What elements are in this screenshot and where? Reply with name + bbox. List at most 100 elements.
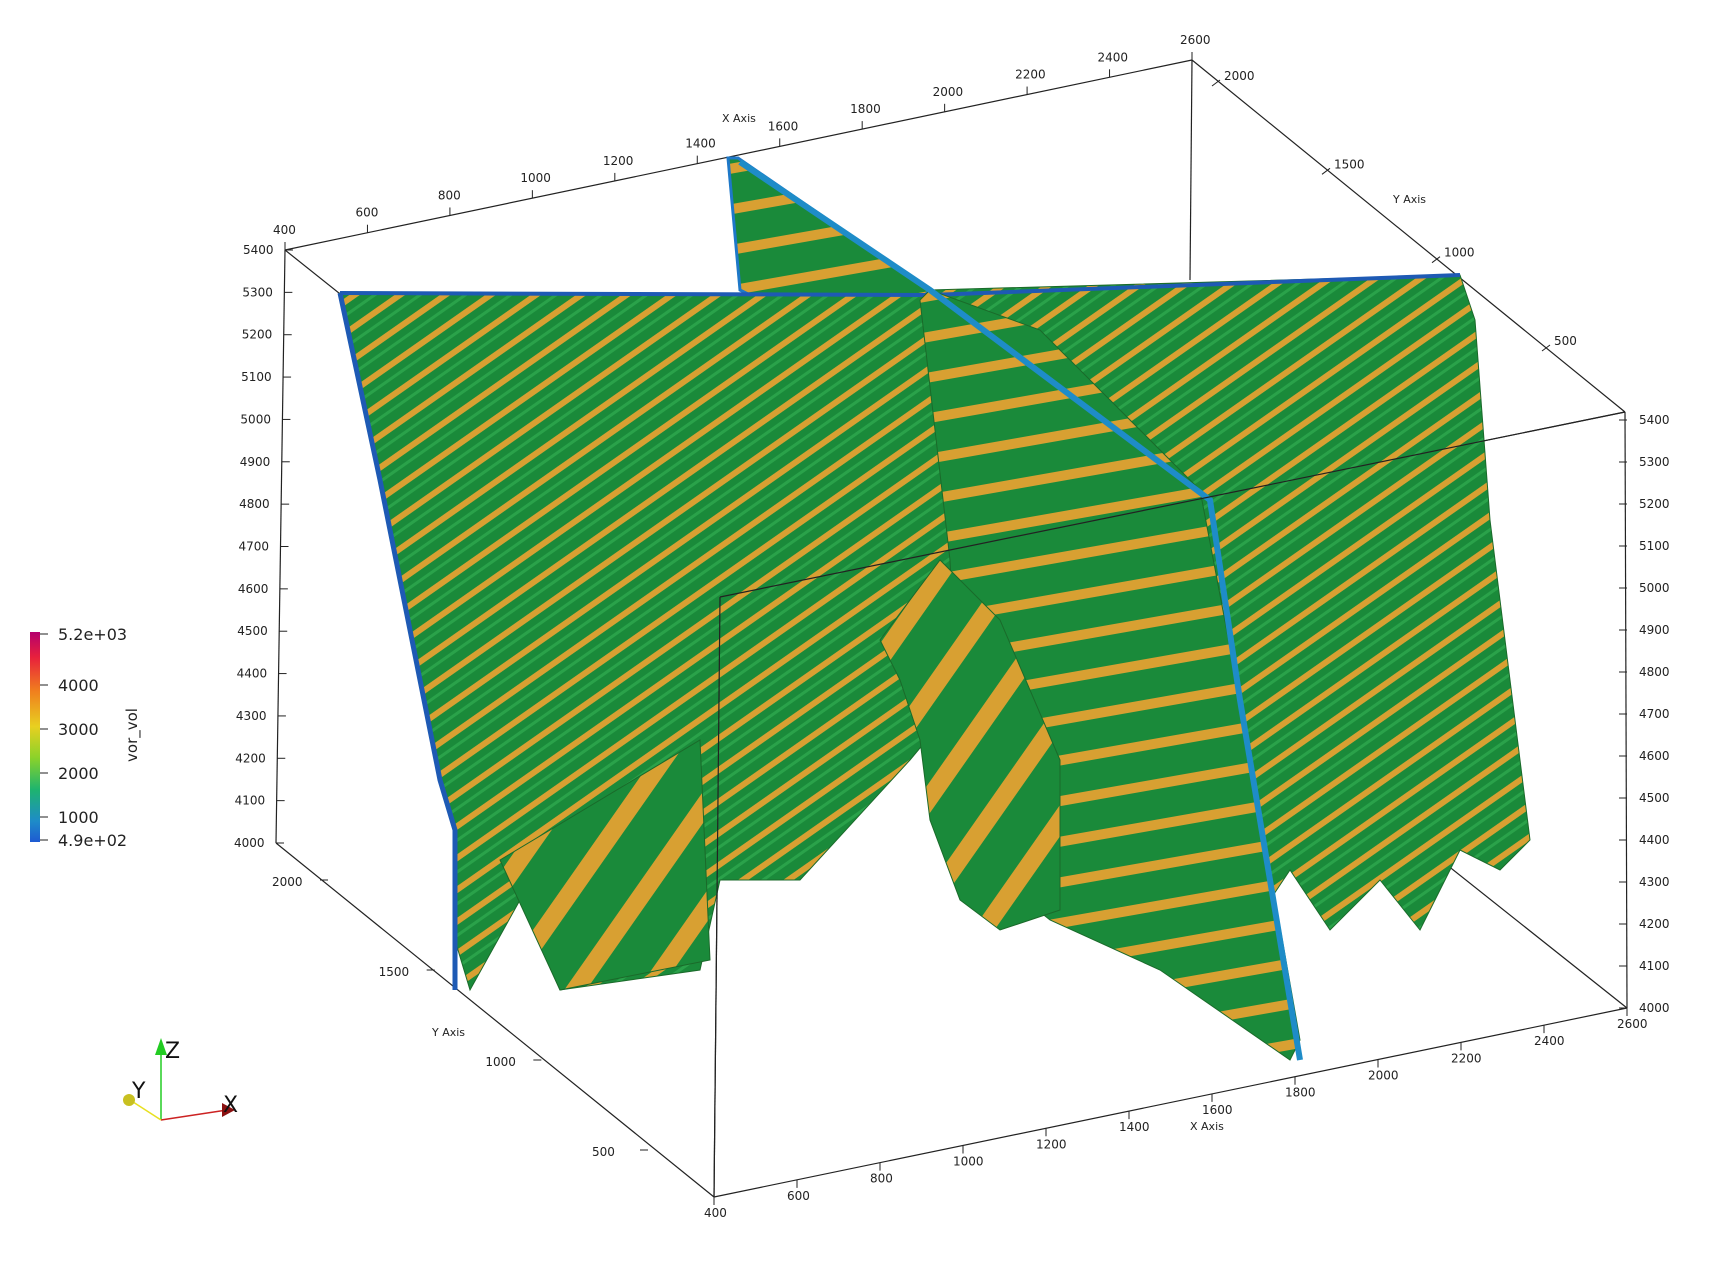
z-axis-left-tick-label: 4700	[239, 540, 270, 554]
orientation-z-arrow	[155, 1038, 167, 1055]
scalar-bar-max-label: 5.2e+03	[58, 625, 127, 644]
box-edge-bottom-left	[275, 842, 715, 1198]
x-axis-bottom-tick-label: 2400	[1534, 1034, 1565, 1048]
x-axis-top-ticks: 400 600 800 1000 1200 1400 1600 1800 2000 2200 240…	[273, 33, 1211, 250]
z-axis-right-tick-label: 4200	[1639, 917, 1670, 931]
x-axis-bottom-tick-label: 1600	[1202, 1103, 1233, 1117]
y-axis-right-tick-label: 1500	[1334, 157, 1365, 171]
x-axis-bottom-tick-label: 1400	[1119, 1120, 1150, 1134]
x-axis-top-tick-label: 1400	[685, 137, 716, 151]
x-axis-top-tick-label: 400	[273, 223, 296, 237]
orientation-z-label: Z	[165, 1039, 180, 1064]
z-axis-left-tick-label: 5300	[242, 285, 273, 299]
z-axis-right-tick-label: 4300	[1639, 875, 1670, 889]
z-axis-left-tick-label: 4600	[238, 582, 269, 596]
z-axis-left-tick-label: 4200	[235, 751, 266, 765]
x-axis-top-tick-label: 2000	[933, 85, 964, 99]
x-axis-bottom-tick-label: 800	[870, 1172, 893, 1186]
mesh-panel-back-fault[interactable]	[726, 156, 933, 302]
z-axis-right-tick-label: 5100	[1639, 539, 1670, 553]
z-axis-right-tick-label: 5400	[1639, 413, 1670, 427]
z-axis-left-tick-label: 4500	[237, 624, 268, 638]
box-edge-top-back	[284, 59, 1193, 251]
z-axis-left-tick-label: 4400	[237, 667, 268, 681]
x-axis-bottom-tick-label: 600	[787, 1189, 810, 1203]
mesh-surfaces[interactable]	[337, 156, 1531, 1061]
orientation-x-label: X	[223, 1093, 238, 1118]
y-axis-right-tick-label: 500	[1554, 334, 1577, 348]
mesh-surface-left-edge	[337, 292, 458, 990]
x-axis-top-tick-label: 2600	[1180, 33, 1211, 47]
box-edge-front-vertical-top	[713, 596, 721, 1198]
z-axis-right-tick-label: 5300	[1639, 455, 1670, 469]
z-axis-left-tick-label: 4900	[240, 455, 271, 469]
x-axis-top-tick-label: 600	[355, 206, 378, 220]
x-axis-title-bottom: X Axis	[1190, 1120, 1224, 1133]
z-axis-left-tick-label: 5100	[241, 370, 272, 384]
mesh-lower-left-wedge[interactable]	[499, 739, 711, 991]
z-axis-right-tick-label: 5000	[1639, 581, 1670, 595]
y-axis-left-tick-label: 1000	[485, 1055, 516, 1069]
scalar-bar-label: 3000	[58, 720, 99, 739]
x-axis-top-tick-label: 1800	[850, 102, 881, 116]
scalar-bar-min-label: 4.9e+02	[58, 831, 127, 850]
z-axis-right-tick-label: 4600	[1639, 749, 1670, 763]
z-axis-left-tick-label: 4800	[239, 497, 270, 511]
z-axis-right-tick-label: 4000	[1639, 1001, 1670, 1015]
scalar-bar[interactable]: 5.2e+03 4000 3000 2000 1000 4.9e+02 vor_…	[30, 625, 142, 850]
z-axis-left-tick-label: 4300	[236, 709, 267, 723]
box-edge-back-vertical	[1189, 59, 1193, 281]
z-axis-left-tick-label: 5200	[242, 328, 273, 342]
y-axis-title-bottom: Y Axis	[431, 1026, 465, 1039]
z-axis-right-tick-label: 5200	[1639, 497, 1670, 511]
x-axis-bottom-tick-label: 2200	[1451, 1051, 1482, 1065]
x-axis-bottom-tick-label: 2000	[1368, 1069, 1399, 1083]
scalar-bar-label: 4000	[58, 676, 99, 695]
orientation-x-arrow	[222, 1103, 235, 1117]
z-axis-right-tick-label: 4900	[1639, 623, 1670, 637]
y-axis-left-tick-label: 500	[592, 1145, 615, 1159]
y-axis-right-ticks: 2000 1500 1000 500	[1211, 69, 1577, 352]
z-axis-left-ticks: 5400 5300 5200 5100 5000 4900 4800 4700 4600 4500…	[234, 243, 293, 850]
x-axis-top-tick-label: 1000	[520, 171, 551, 185]
z-axis-left-tick-label: 4000	[234, 836, 265, 850]
scalar-bar-label: 2000	[58, 764, 99, 783]
z-axis-left-tick-label: 5000	[240, 412, 271, 426]
z-axis-right-tick-label: 4500	[1639, 791, 1670, 805]
orientation-axes[interactable]: Z Y X	[123, 1038, 238, 1121]
z-axis-right-tick-label: 4800	[1639, 665, 1670, 679]
z-axis-right-tick-label: 4100	[1639, 959, 1670, 973]
x-axis-top-tick-label: 800	[438, 188, 461, 202]
x-axis-bottom-tick-label: 1800	[1285, 1086, 1316, 1100]
x-axis-bottom-tick-label: 2600	[1617, 1017, 1648, 1031]
z-axis-right-tick-label: 4700	[1639, 707, 1670, 721]
y-axis-right-tick-mark	[1431, 256, 1441, 264]
orientation-x-line	[160, 1109, 228, 1121]
x-axis-top-tick-label: 1200	[603, 154, 634, 168]
mesh-central-wedge[interactable]	[879, 559, 1061, 931]
y-axis-left-tick-label: 1500	[379, 965, 410, 979]
x-axis-bottom-ticks: 400 600 800 1000 1200 1400 1600 1800 2000 2200 240…	[704, 1008, 1648, 1220]
y-axis-right-tick-mark	[1321, 167, 1331, 175]
y-axis-title-top: Y Axis	[1392, 193, 1426, 206]
x-axis-top-tick-label: 2400	[1098, 50, 1129, 64]
box-edge-top-front-top	[719, 411, 1626, 598]
box-edge-top-right	[1191, 59, 1626, 413]
scalar-bar-title: vor_vol	[123, 708, 142, 762]
x-axis-title-top: X Axis	[722, 112, 756, 125]
z-axis-right-tick-label: 4400	[1639, 833, 1670, 847]
bounding-box-front	[713, 411, 1626, 1198]
scalar-bar-gradient	[30, 632, 40, 842]
x-axis-bottom-tick-label: 1000	[953, 1154, 984, 1168]
y-axis-left-tick-label: 2000	[272, 875, 303, 889]
orientation-y-line	[129, 1099, 162, 1121]
x-axis-bottom-tick-label: 400	[704, 1206, 727, 1220]
mesh-panel-front-fault-edge	[738, 159, 1303, 1061]
y-axis-left-ticks: 2000 1500 1000 500	[272, 875, 648, 1159]
z-axis-left-tick-label: 4100	[235, 794, 266, 808]
y-axis-right-tick-label: 2000	[1224, 69, 1255, 83]
y-axis-right-tick-mark	[1211, 79, 1221, 87]
x-axis-top-tick-label: 1600	[768, 119, 799, 133]
box-edge-bottom-front	[713, 1007, 1628, 1198]
